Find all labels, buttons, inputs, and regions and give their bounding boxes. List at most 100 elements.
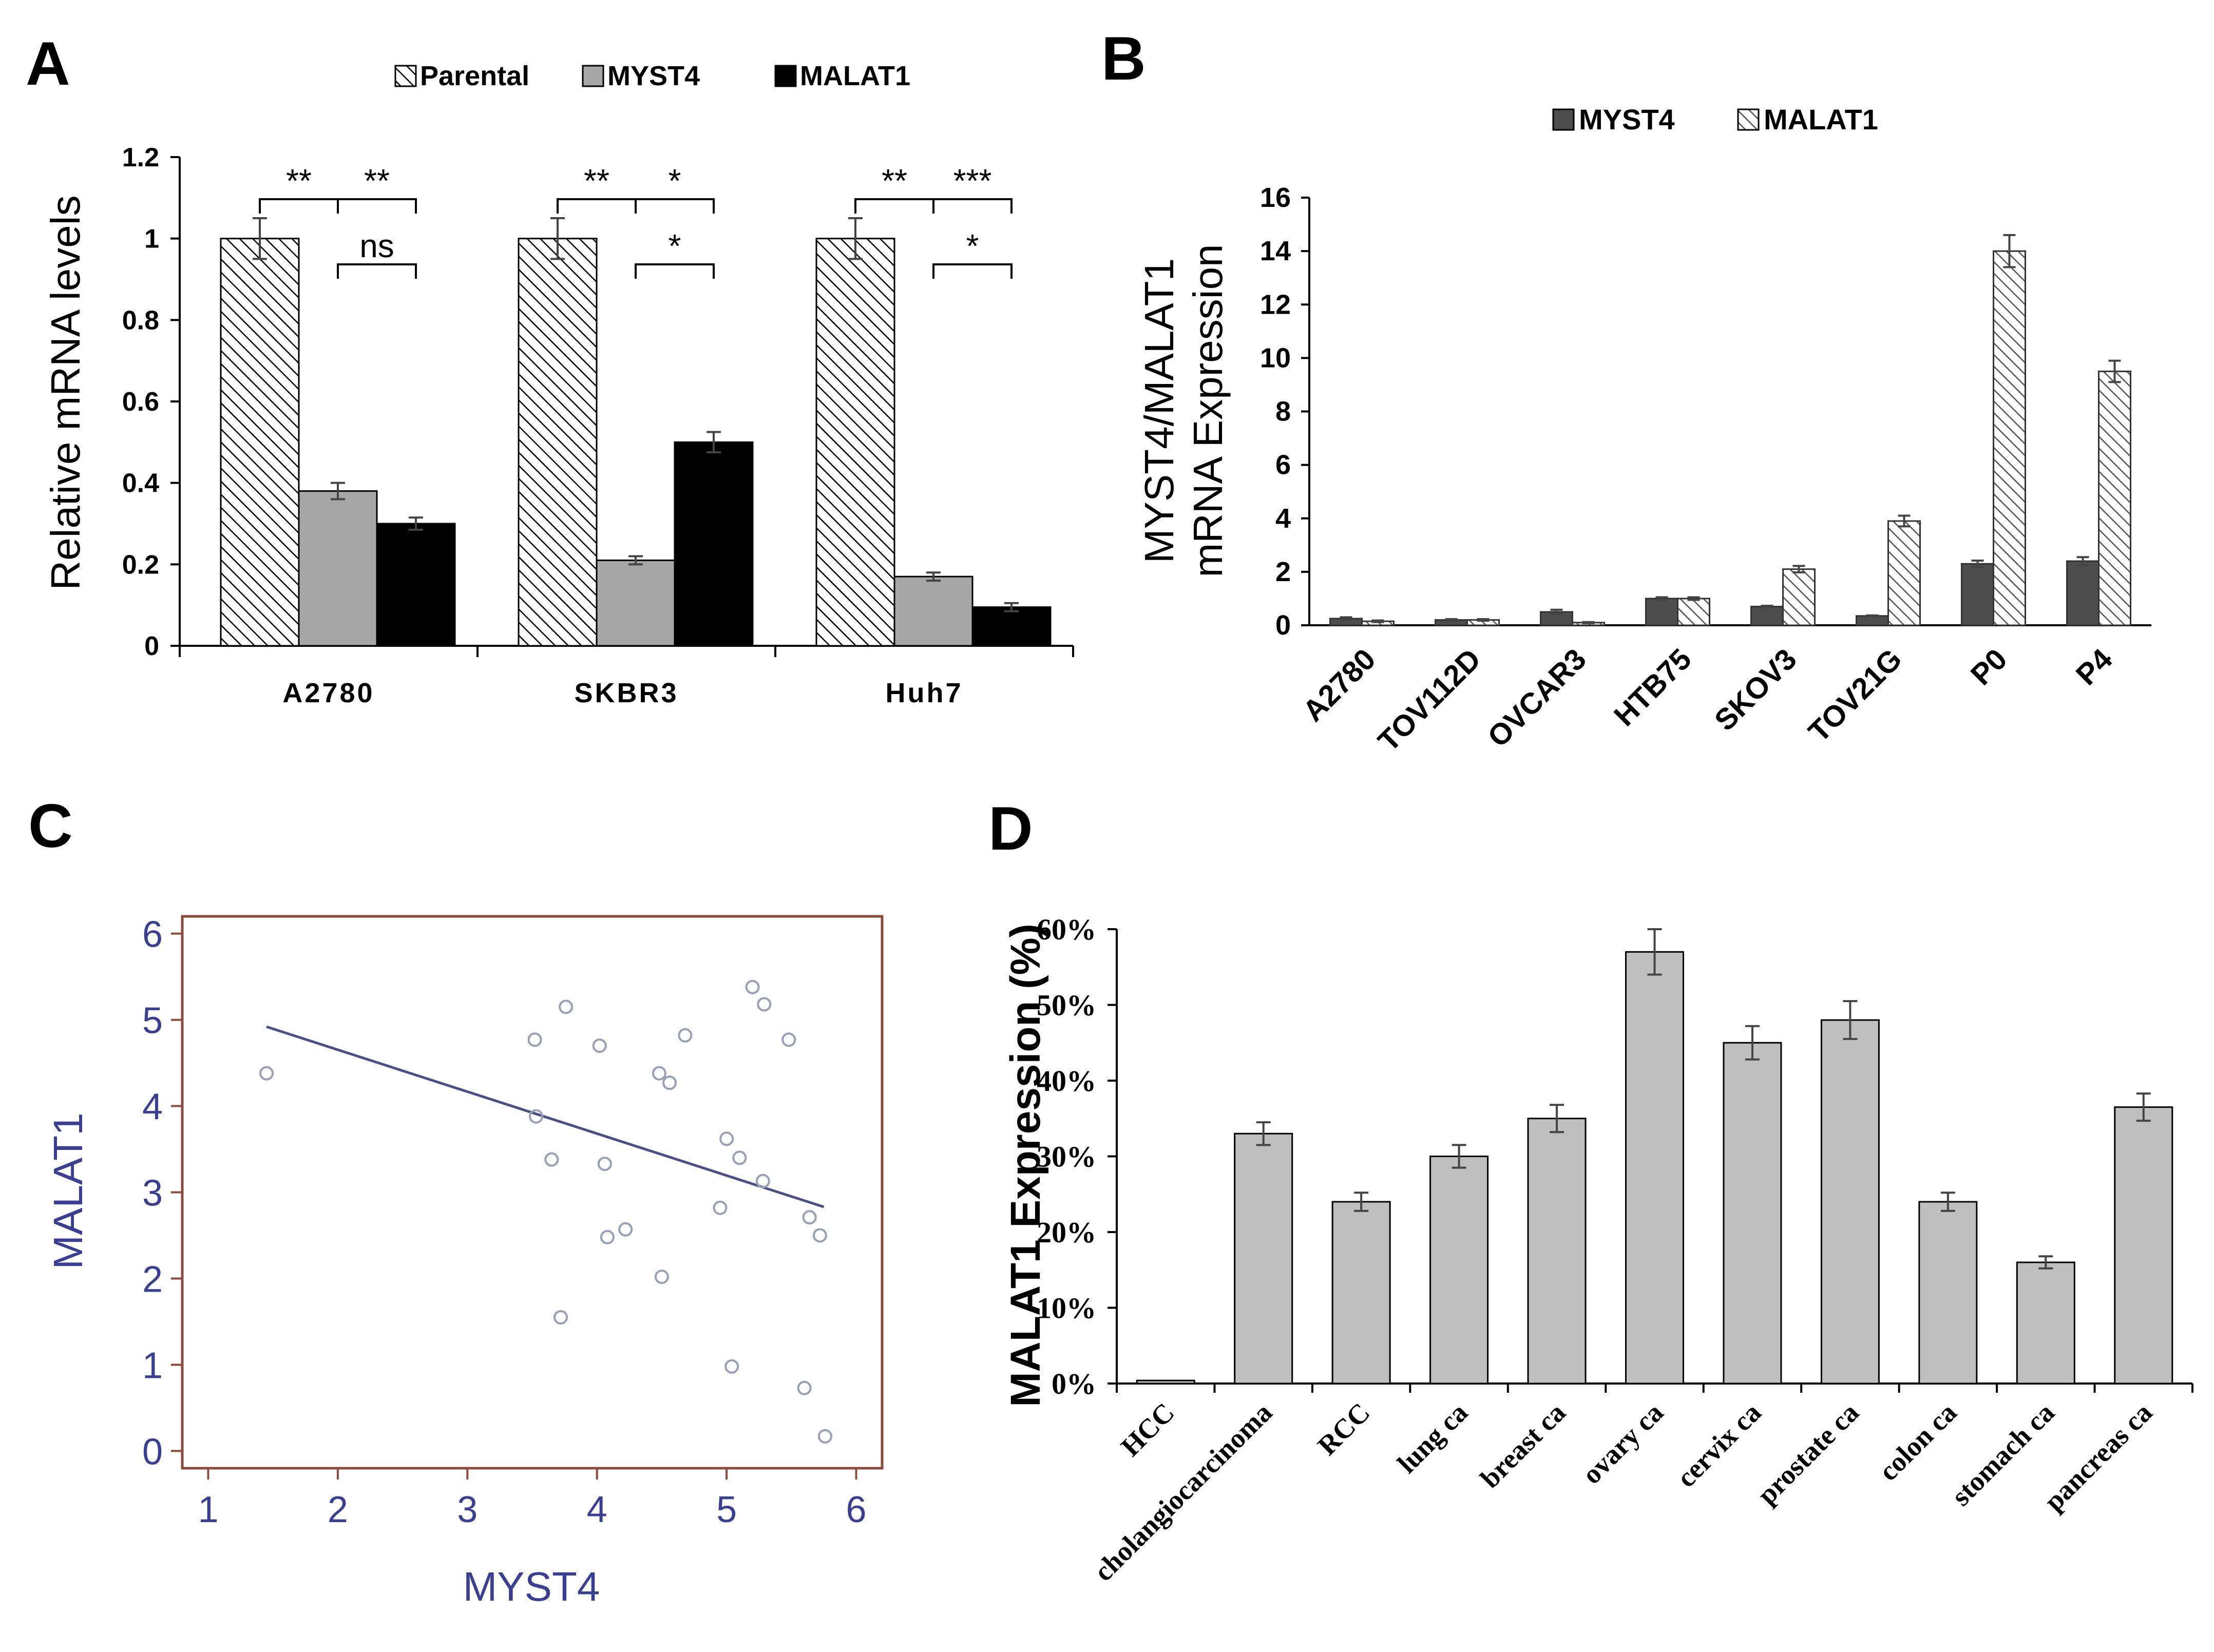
panel-b-bar-malat1 bbox=[1887, 520, 1921, 626]
panel-d-category-label: breast ca bbox=[1474, 1397, 1571, 1494]
panel-d-bar bbox=[1429, 1156, 1489, 1385]
panel-d-error-bar bbox=[2038, 1255, 2053, 1270]
panel-c-scatter-point bbox=[802, 1210, 817, 1225]
panel-a-significance-bracket bbox=[932, 263, 1013, 279]
panel-d-y-tick-label: 0% bbox=[1052, 1367, 1096, 1400]
panel-c-y-tick-label: 1 bbox=[142, 1345, 163, 1386]
panel-d-category-label: cervix ca bbox=[1671, 1397, 1767, 1493]
panel-d-y-axis-label: MALAT1 Expression (%) bbox=[1002, 924, 1049, 1407]
panel-c-y-tick-label: 0 bbox=[142, 1431, 163, 1472]
panel-a-y-axis-label: Relative mRNA levels bbox=[43, 195, 88, 590]
panel-b-y-tick-label: 8 bbox=[1275, 396, 1291, 427]
panel-c-scatter-point bbox=[732, 1150, 747, 1165]
panel-b-category-label: P4 bbox=[2070, 642, 2119, 691]
panel-b-error-bar bbox=[1582, 621, 1595, 624]
panel-c-scatter-point bbox=[527, 1032, 542, 1047]
panel-c-y-tick-label: 6 bbox=[142, 914, 163, 955]
panel-c-scatter-point bbox=[529, 1109, 544, 1124]
panel-b-error-bar bbox=[1687, 596, 1700, 601]
panel-d-bar bbox=[1136, 1379, 1195, 1385]
panel-letter-d: D bbox=[988, 794, 1033, 863]
panel-a-bar-parental bbox=[220, 238, 300, 647]
panel-b-bar-myst4 bbox=[1750, 606, 1784, 626]
panel-c-scatter-point bbox=[618, 1222, 633, 1237]
panel-b-legend-label: MALAT1 bbox=[1764, 103, 1878, 136]
panel-a-significance-label: ** bbox=[364, 162, 390, 199]
panel-c-x-tick-label: 3 bbox=[457, 1489, 478, 1530]
panel-d-category-label: RCC bbox=[1311, 1397, 1376, 1461]
panel-d-y-tick-label: 60% bbox=[1037, 913, 1096, 946]
panel-a-y-tick-label: 1.2 bbox=[122, 143, 159, 172]
panel-a-legend-swatch bbox=[394, 65, 417, 87]
panel-b-y-tick-label: 10 bbox=[1260, 342, 1291, 373]
panel-b-y-axis-label-line1: MYST4/MALAT1 bbox=[1136, 258, 1182, 563]
panel-d-bar bbox=[1820, 1019, 1880, 1385]
panel-c-scatter-point bbox=[745, 979, 760, 994]
panel-a-bar-parental bbox=[815, 238, 895, 647]
panel-a-legend: Parental MYST4 MALAT1 bbox=[394, 61, 910, 91]
panel-a-category-label: SKBR3 bbox=[574, 678, 678, 708]
panel-a-bar-myst4 bbox=[893, 575, 974, 647]
panel-a-error-bar bbox=[1004, 602, 1019, 612]
panel-d-bar bbox=[1331, 1201, 1391, 1385]
panel-c-scatter-point bbox=[755, 1174, 770, 1188]
panel-d-category-label: ovary ca bbox=[1576, 1397, 1669, 1490]
panel-b-category-label: A2780 bbox=[1296, 642, 1382, 728]
panel-a-significance-bracket bbox=[337, 263, 417, 279]
panel-d-category-label: colon ca bbox=[1873, 1397, 1962, 1487]
panel-a-legend-swatch bbox=[582, 65, 604, 87]
panel-c-y-axis-label: MALAT1 bbox=[45, 1112, 91, 1269]
panel-c-scatter-point bbox=[719, 1131, 734, 1146]
panel-b-y-tick-label: 6 bbox=[1275, 450, 1291, 481]
panel-c-scatter-point bbox=[678, 1028, 693, 1043]
panel-d-chart: 0% 10% 20% 30% 40% 50% 60% HCCcholangiocarcino… bbox=[1002, 913, 2193, 1587]
panel-a-significance-bracket bbox=[932, 198, 1013, 214]
panel-a-significance-label: * bbox=[966, 227, 979, 264]
panel-b-error-bar bbox=[1655, 596, 1668, 601]
panel-b-bar-malat1 bbox=[1782, 568, 1816, 626]
panel-c-scatter-point bbox=[757, 997, 772, 1012]
panel-a-significance-label: ns bbox=[359, 227, 394, 264]
panel-a-y-tick-label: 1 bbox=[144, 224, 159, 254]
panel-b-category-label: P0 bbox=[1964, 642, 2014, 691]
panel-a-significance-bracket bbox=[337, 198, 417, 214]
panel-b-y-axis-label-line2: mRNA Expression bbox=[1185, 244, 1231, 577]
panel-d-category-label: cholangiocarcinoma bbox=[1088, 1397, 1278, 1587]
panel-d-category-label: prostate ca bbox=[1751, 1397, 1865, 1510]
panel-b-category-label: OVCAR3 bbox=[1481, 642, 1593, 754]
panel-c-scatter-point bbox=[259, 1066, 274, 1081]
panel-d-error-bar bbox=[1354, 1192, 1369, 1212]
panel-b-y-tick-label: 12 bbox=[1260, 289, 1291, 320]
panel-a-significance-label: ** bbox=[584, 162, 609, 199]
panel-b-category-label: HTB75 bbox=[1608, 642, 1698, 733]
panel-a-error-bar bbox=[926, 571, 941, 582]
panel-d-error-bar bbox=[2136, 1092, 2151, 1122]
panel-d-category-label: lung ca bbox=[1391, 1397, 1474, 1479]
panel-a-legend-swatch bbox=[774, 65, 797, 87]
panel-a-legend-label: MALAT1 bbox=[800, 61, 910, 91]
panel-a-significance-label: * bbox=[669, 162, 681, 199]
panel-a-significance-bracket bbox=[557, 198, 637, 214]
panel-b-y-tick-label: 4 bbox=[1275, 503, 1291, 534]
panel-a-error-bar bbox=[848, 217, 863, 260]
panel-b-error-bar bbox=[2108, 359, 2121, 383]
panel-d-error-bar bbox=[1647, 928, 1662, 976]
panel-d-error-bar bbox=[1550, 1104, 1564, 1134]
panel-c-x-axis-label: MYST4 bbox=[463, 1564, 600, 1609]
panel-c-scatter-point bbox=[662, 1075, 677, 1090]
panel-a-significance-label: ** bbox=[286, 162, 312, 199]
panel-d-y-tick-label: 40% bbox=[1037, 1064, 1096, 1098]
panel-letter-a: A bbox=[26, 29, 70, 98]
panel-a-bars: A2780 SKBR3 Huh7 bbox=[220, 217, 1052, 708]
panel-b-error-bar bbox=[1792, 565, 1805, 573]
panel-a-chart: Parental MYST4 MALAT1 0 0.2 0.4 0.6 0.8 1 1.2 A2… bbox=[43, 61, 1074, 708]
panel-b-error-bar bbox=[1340, 616, 1352, 621]
panel-a-significance-label: * bbox=[669, 227, 681, 264]
panel-a-error-bar bbox=[409, 516, 423, 531]
panel-b-legend: MYST4 MALAT1 bbox=[1552, 103, 1878, 136]
panel-d-error-bar bbox=[1843, 1000, 1858, 1040]
panel-c-scatter-point bbox=[544, 1152, 559, 1167]
